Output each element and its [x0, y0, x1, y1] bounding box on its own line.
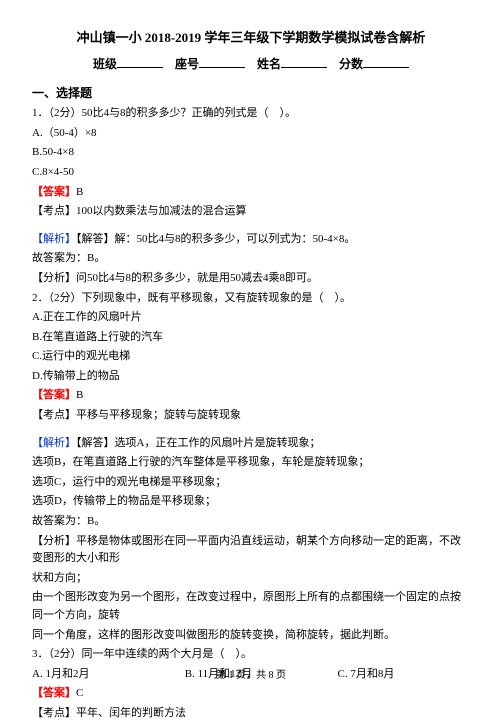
- q1-fx: 【分析】问50比4与8的积多多少，就是用50减去4乘8即可。: [32, 270, 470, 288]
- answer-value: B: [76, 389, 83, 401]
- q3-stem: 3．（2分）同一年中连续的两个大月是（ ）。: [32, 646, 470, 664]
- q1-answer: 【答案】B: [32, 184, 470, 202]
- q2-so: 故答案为：B。: [32, 513, 470, 531]
- name-blank: [281, 56, 327, 68]
- point-label: 【考点】: [32, 409, 76, 421]
- q1-so: 故答案为：B。: [32, 250, 470, 268]
- q2-fx3: 由一个图形改变为另一个图形，在改变过程中，原图形上所有的点都围绕一个固定的点按同…: [32, 589, 470, 624]
- analysis-value: 【解答】解：50比4与8的积多多少，可以列式为：50-4×8。: [76, 233, 355, 245]
- seat-blank: [199, 56, 245, 68]
- q2-opt-b: B.在笔直道路上行驶的汽车: [32, 329, 470, 347]
- q2-fx1: 【分析】平移是物体或图形在同一平面内沿直线运动，朝某个方向移动一定的距离，不改变…: [32, 533, 470, 568]
- q1-opt-c: C.8×4-50: [32, 164, 470, 182]
- q2-point: 【考点】平移与平移现象；旋转与旋转现象: [32, 407, 470, 425]
- analysis-label: 【解析】: [32, 437, 76, 449]
- point-label: 【考点】: [32, 205, 76, 217]
- point-value: 平移与平移现象；旋转与旋转现象: [76, 409, 241, 421]
- spacer: [32, 427, 470, 435]
- q2-opt-c: C.运行中的观光电梯: [32, 348, 470, 366]
- answer-label: 【答案】: [32, 389, 76, 401]
- analysis-value: 【解答】选项A，正在工作的风扇叶片是旋转现象；: [76, 437, 320, 449]
- analysis-label: 【解析】: [32, 233, 76, 245]
- q2-line-c: 选项C，运行中的观光电梯是平移现象；: [32, 474, 470, 492]
- q2-line-d: 选项D，传输带上的物品是平移现象；: [32, 493, 470, 511]
- q3-answer: 【答案】C: [32, 685, 470, 703]
- q2-fx2: 状和方向；: [32, 570, 470, 588]
- score-blank: [363, 56, 409, 68]
- answer-value: C: [76, 687, 83, 699]
- q1-stem: 1．（2分）50比4与8的积多多少？正确的列式是（ ）。: [32, 105, 470, 123]
- header-fields: 班级 座号 姓名 分数: [32, 55, 470, 74]
- class-label: 班级: [93, 57, 117, 71]
- q2-opt-a: A.正在工作的风扇叶片: [32, 309, 470, 327]
- q2-stem: 2．（2分）下列现象中，既有平移现象，又有旋转现象的是（ ）。: [32, 290, 470, 308]
- q1-analysis: 【解析】【解答】解：50比4与8的积多多少，可以列式为：50-4×8。: [32, 231, 470, 249]
- section-1-head: 一、选择题: [32, 84, 470, 103]
- q2-fx4: 同一个角度，这样的图形改变叫做图形的旋转变换，简称旋转，据此判断。: [32, 627, 470, 645]
- score-label: 分数: [339, 57, 363, 71]
- q1-point: 【考点】100以内数乘法与加减法的混合运算: [32, 203, 470, 221]
- answer-label: 【答案】: [32, 687, 76, 699]
- point-value: 平年、闰年的判断方法: [76, 707, 186, 719]
- q2-analysis: 【解析】【解答】选项A，正在工作的风扇叶片是旋转现象；: [32, 435, 470, 453]
- page-footer: 第 1 页，共 8 页: [0, 668, 502, 684]
- q1-opt-a: A.（50-4）×8: [32, 125, 470, 143]
- fx-label: 【分析】: [32, 272, 76, 284]
- point-value: 100以内数乘法与加减法的混合运算: [76, 205, 247, 217]
- q3-point: 【考点】平年、闰年的判断方法: [32, 705, 470, 723]
- fx1-value: 平移是物体或图形在同一平面内沿直线运动，朝某个方向移动一定的距离，不改变图形的大…: [32, 535, 461, 565]
- q2-opt-d: D.传输带上的物品: [32, 368, 470, 386]
- answer-label: 【答案】: [32, 186, 76, 198]
- class-blank: [117, 56, 163, 68]
- seat-label: 座号: [175, 57, 199, 71]
- q1-opt-b: B.50-4×8: [32, 144, 470, 162]
- spacer: [32, 223, 470, 231]
- fx-value: 问50比4与8的积多多少，就是用50减去4乘8即可。: [76, 272, 318, 284]
- name-label: 姓名: [257, 57, 281, 71]
- point-label: 【考点】: [32, 707, 76, 719]
- fx-label: 【分析】: [32, 535, 76, 547]
- q2-answer: 【答案】B: [32, 387, 470, 405]
- answer-value: B: [76, 186, 83, 198]
- q2-line-b: 选项B，在笔直道路上行驶的汽车整体是平移现象，车轮是旋转现象；: [32, 454, 470, 472]
- doc-title: 冲山镇一小 2018-2019 学年三年级下学期数学模拟试卷含解析: [32, 28, 470, 49]
